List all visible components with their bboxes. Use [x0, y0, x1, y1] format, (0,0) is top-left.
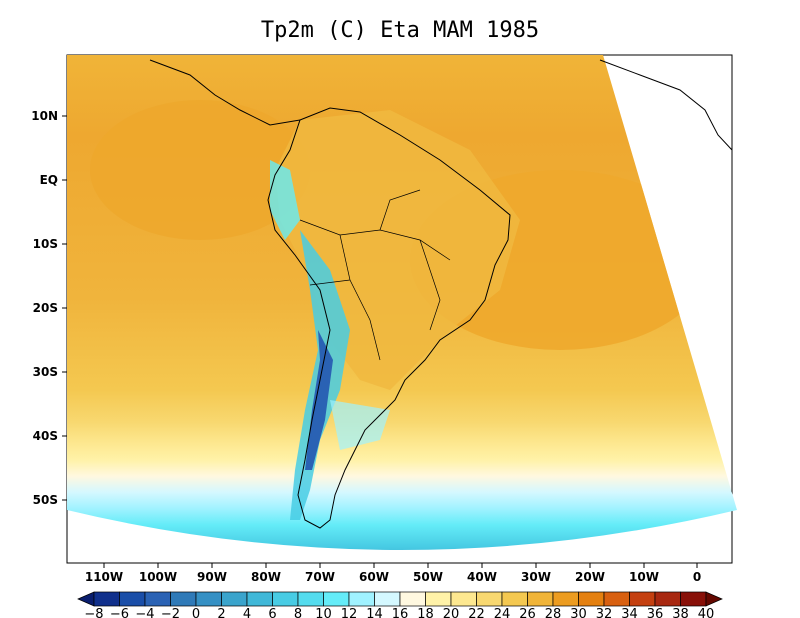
colorbar-label: 6	[268, 607, 276, 618]
lat-tick-label: 10N	[31, 109, 58, 123]
lon-tick-label: 60W	[359, 570, 389, 584]
lon-tick-label: 90W	[197, 570, 227, 584]
lat-tick-label: 40S	[33, 429, 58, 443]
colorbar-swatch	[195, 591, 222, 607]
colorbar-label: 2	[217, 607, 225, 618]
colorbar-swatch	[654, 591, 681, 607]
colorbar-label: 36	[647, 607, 664, 618]
lon-tick-label: 70W	[305, 570, 335, 584]
temperature-field	[67, 55, 737, 550]
colorbar-swatch	[425, 591, 452, 607]
lat-tick-label: 30S	[33, 365, 58, 379]
colorbar-label: 18	[417, 607, 434, 618]
colorbar-label: −8	[84, 607, 103, 618]
colorbar-label: 24	[494, 607, 511, 618]
lon-tick-label: 40W	[467, 570, 497, 584]
colorbar-label: 14	[366, 607, 383, 618]
colorbar-swatch	[119, 591, 146, 607]
lon-tick-label: 30W	[521, 570, 551, 584]
coastline-central-america	[149, 59, 301, 126]
lon-tick-label: 100W	[139, 570, 177, 584]
colorbar-swatch	[348, 591, 375, 607]
colorbar-label: 30	[570, 607, 587, 618]
colorbar-arrow-high	[705, 591, 723, 607]
colorbar-swatch	[144, 591, 171, 607]
lon-tick-label: 50W	[413, 570, 443, 584]
colorbar-swatch	[297, 591, 324, 607]
coastline-south-america	[267, 107, 511, 529]
lon-tick-label: 110W	[85, 570, 123, 584]
colorbar-swatch	[629, 591, 656, 607]
colorbar-label: 4	[243, 607, 251, 618]
colorbar-label: 22	[468, 607, 485, 618]
lat-tick-label: 50S	[33, 493, 58, 507]
latitude-ticks: 10N EQ 10S 20S 30S 40S 50S	[31, 109, 67, 507]
lat-tick-label: 20S	[33, 301, 58, 315]
country-borders	[299, 189, 451, 361]
colorbar-label: 0	[192, 607, 200, 618]
colorbar-swatch	[170, 591, 197, 607]
colorbar: −8 −6 −4 −2 0 2 4 6 8 10 12 14 16 18 20 22 24 26 28 30 32 34 3…	[77, 591, 723, 618]
colorbar-label: 12	[341, 607, 358, 618]
coastline-africa	[599, 59, 733, 151]
colorbar-label: 10	[315, 607, 332, 618]
colorbar-label: 26	[519, 607, 536, 618]
map-title: Tp2m (C) Eta MAM 1985	[260, 18, 540, 43]
colorbar-label: 16	[392, 607, 409, 618]
colorbar-swatch	[578, 591, 605, 607]
lat-tick-label: EQ	[40, 173, 58, 187]
colorbar-label: 38	[672, 607, 689, 618]
colorbar-label: 20	[443, 607, 460, 618]
colorbar-arrow-low	[77, 591, 95, 607]
colorbar-label: 28	[545, 607, 562, 618]
colorbar-swatch	[323, 591, 350, 607]
colorbar-swatch	[680, 591, 707, 607]
colorbar-label: −6	[110, 607, 129, 618]
colorbar-label: 40	[698, 607, 715, 618]
colorbar-swatch	[501, 591, 528, 607]
colorbar-swatch	[374, 591, 401, 607]
colorbar-swatch	[272, 591, 299, 607]
colorbar-swatch	[246, 591, 273, 607]
colorbar-label: 34	[621, 607, 638, 618]
colorbar-label: 32	[596, 607, 613, 618]
lon-tick-label: 0	[693, 570, 701, 584]
colorbar-swatch	[399, 591, 426, 607]
colorbar-swatch	[603, 591, 630, 607]
colorbar-label: 8	[294, 607, 302, 618]
colorbar-swatch	[221, 591, 248, 607]
colorbar-label: −4	[135, 607, 154, 618]
lon-tick-label: 20W	[575, 570, 605, 584]
colorbar-label: −2	[161, 607, 180, 618]
longitude-ticks: 110W 100W 90W 80W 70W 60W 50W 40W 30W 20…	[85, 563, 701, 584]
colorbar-swatch	[476, 591, 503, 607]
lat-tick-label: 10S	[33, 237, 58, 251]
lon-tick-label: 10W	[629, 570, 659, 584]
colorbar-swatch	[93, 591, 120, 607]
lon-tick-label: 80W	[251, 570, 281, 584]
colorbar-swatch	[527, 591, 554, 607]
colorbar-swatch	[552, 591, 579, 607]
colorbar-swatch	[450, 591, 477, 607]
